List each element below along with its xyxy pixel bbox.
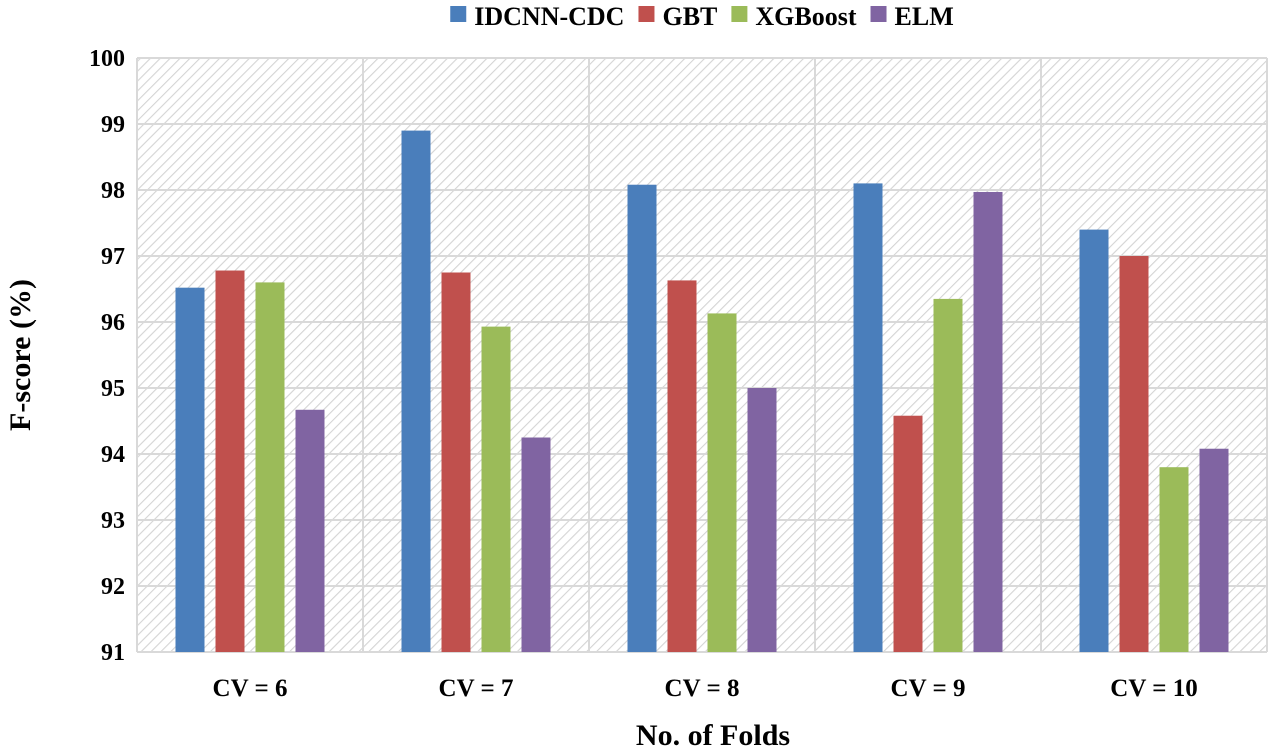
y-tick-label: 92: [101, 574, 125, 600]
legend-swatch: [731, 6, 748, 22]
x-axis: CV = 6 CV = 7 CV = 8 CV = 9 CV = 10: [213, 675, 1198, 702]
bar: [893, 415, 923, 652]
bar: [441, 272, 471, 652]
y-tick-label: 100: [89, 46, 125, 72]
y-tick-label: 98: [101, 178, 125, 204]
bar: [175, 287, 205, 652]
legend-swatch: [450, 6, 467, 22]
bar: [1079, 229, 1109, 652]
bar: [255, 282, 285, 652]
legend-item: IDCNN-CDC: [450, 2, 624, 31]
y-axis: 91 92 93 94 95 96 97 98 99 100: [89, 46, 125, 666]
bar: [933, 298, 963, 652]
plot-area: [137, 58, 1267, 652]
legend-label: GBT: [662, 2, 717, 31]
x-tick-label: CV = 6: [213, 675, 288, 702]
bar: [521, 437, 551, 652]
bar: [973, 191, 1003, 653]
bar: [627, 184, 657, 652]
bar: [401, 130, 431, 653]
bar: [1199, 448, 1229, 652]
legend-label: ELM: [895, 2, 954, 31]
bar: [853, 183, 883, 652]
legend: IDCNN-CDC GBT XGBoost ELM: [450, 2, 954, 31]
bar: [747, 388, 777, 652]
bar: [1119, 256, 1149, 652]
x-tick-label: CV = 7: [439, 675, 514, 702]
legend-label: IDCNN-CDC: [474, 2, 624, 31]
y-tick-label: 94: [101, 442, 125, 468]
bar: [295, 409, 325, 652]
y-tick-label: 99: [101, 112, 125, 138]
legend-swatch: [870, 6, 887, 22]
y-tick-label: 91: [101, 640, 125, 666]
bar: [481, 326, 511, 652]
bar: [707, 313, 737, 652]
x-axis-title: No. of Folds: [636, 719, 790, 752]
y-axis-title: F-score (%): [4, 279, 37, 431]
legend-item: XGBoost: [731, 2, 857, 31]
y-tick-label: 97: [101, 244, 125, 270]
gridlines: [136, 57, 1268, 653]
legend-swatch: [638, 6, 655, 22]
bar: [215, 270, 245, 652]
bars: [175, 130, 1229, 653]
bar: [1159, 467, 1189, 652]
y-tick-label: 96: [101, 310, 125, 336]
x-tick-label: CV = 10: [1110, 675, 1197, 702]
y-tick-label: 93: [101, 508, 125, 534]
legend-item: ELM: [870, 2, 954, 31]
x-tick-label: CV = 9: [891, 675, 966, 702]
x-tick-label: CV = 8: [665, 675, 740, 702]
y-tick-label: 95: [101, 376, 125, 402]
legend-label: XGBoost: [755, 2, 856, 31]
bar: [667, 280, 697, 652]
legend-item: GBT: [638, 2, 717, 31]
